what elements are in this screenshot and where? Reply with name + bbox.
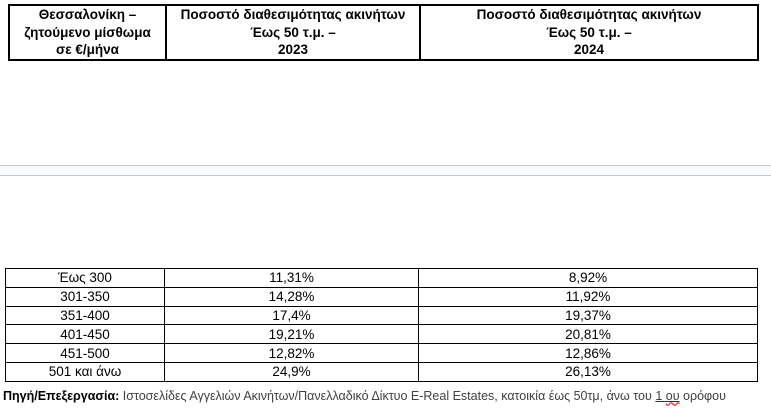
- table-row: 301-350 14,28% 11,92%: [6, 286, 757, 306]
- table-row: 351-400 17,4% 19,37%: [6, 305, 757, 325]
- cell-2024-value: 11,92%: [418, 287, 757, 306]
- horizontal-divider: [0, 165, 771, 176]
- header-cell-location-label: Θεσσαλονίκη – ζητούμενο μίσθωμα σε €/μήν…: [24, 7, 151, 58]
- cell-rent-range: 351-400: [60, 307, 110, 323]
- cell-2023-value: 14,28%: [164, 287, 418, 306]
- cell-rent-range: Έως 300: [58, 270, 112, 286]
- source-note-underlined: 1 ου: [655, 389, 679, 403]
- cell-2023-value: 12,82%: [164, 344, 418, 362]
- cell-2023-value: 17,4%: [164, 306, 418, 325]
- table-row: Έως 300 11,31% 8,92%: [6, 269, 757, 287]
- cell-2024-value: 8,92%: [418, 269, 757, 287]
- cell-rent-range: 301-350: [60, 289, 110, 305]
- cell-2024-value: 12,86%: [418, 344, 757, 362]
- header-cell-2023: Ποσοστό διαθεσιμότητας ακινήτων Έως 50 τ…: [165, 6, 419, 59]
- cell-2024-value: 20,81%: [418, 325, 757, 344]
- source-note-number: 1: [655, 389, 666, 403]
- source-note-rest: ορόφου: [679, 389, 726, 403]
- cell-2024-value: 26,13%: [418, 362, 757, 381]
- availability-table: Έως 300 11,31% 8,92% 301-350 14,28% 11,9…: [5, 268, 758, 382]
- source-note-text: Ιστοσελίδες Αγγελιών Ακινήτων/Πανελλαδικ…: [119, 389, 656, 403]
- header-table: Θεσσαλονίκη – ζητούμενο μίσθωμα σε €/μήν…: [8, 4, 759, 61]
- header-cell-location: Θεσσαλονίκη – ζητούμενο μίσθωμα σε €/μήν…: [10, 6, 165, 59]
- header-cell-2023-label: Ποσοστό διαθεσιμότητας ακινήτων Έως 50 τ…: [180, 7, 406, 58]
- cell-2024-value: 19,37%: [418, 306, 757, 325]
- header-cell-2024: Ποσοστό διαθεσιμότητας ακινήτων Έως 50 τ…: [419, 6, 757, 59]
- source-note-misspelled-word: ου: [665, 389, 680, 403]
- cell-2023-value: 19,21%: [164, 325, 418, 344]
- header-cell-2024-label: Ποσοστό διαθεσιμότητας ακινήτων Έως 50 τ…: [476, 7, 702, 58]
- table-row: 451-500 12,82% 12,86%: [6, 343, 757, 362]
- table-row: 501 και άνω 24,9% 26,13%: [6, 361, 757, 381]
- table-row: 401-450 19,21% 20,81%: [6, 324, 757, 344]
- cell-2023-value: 11,31%: [164, 269, 418, 287]
- source-note-label: Πηγή/Επεξεργασία:: [3, 389, 120, 403]
- cell-2023-value: 24,9%: [164, 362, 418, 381]
- cell-rent-range: 401-450: [60, 326, 110, 342]
- source-note: Πηγή/Επεξεργασία: Ιστοσελίδες Αγγελιών Α…: [3, 388, 768, 404]
- cell-rent-range: 501 και άνω: [48, 364, 122, 380]
- cell-rent-range: 451-500: [60, 345, 110, 361]
